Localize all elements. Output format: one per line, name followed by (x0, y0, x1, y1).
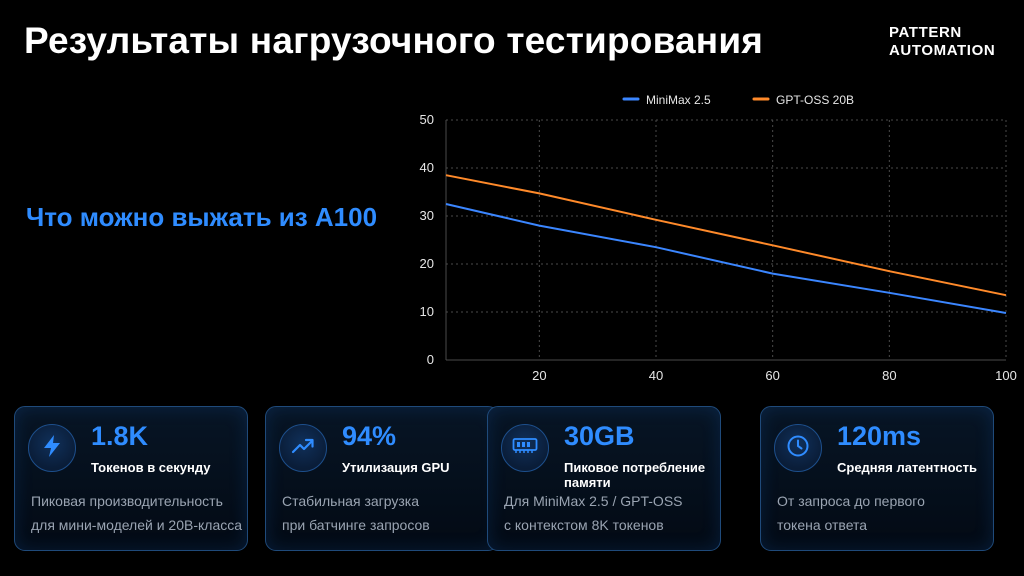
description-line: токена ответа (777, 517, 868, 533)
metric-card-latency: 120ms Средняя латентность От запроса до … (760, 406, 994, 551)
lightning-icon (41, 434, 63, 463)
trend-up-icon (291, 436, 315, 461)
y-tick-label: 0 (427, 352, 434, 367)
metric-description: Для MiniMax 2.5 / GPT-OSS с контекстом 8… (504, 489, 716, 537)
metric-value: 1.8K (91, 421, 149, 451)
brand-line-2: AUTOMATION (889, 42, 996, 59)
metric-label: Средняя латентность (837, 460, 977, 475)
metric-label: Токенов в секунду (91, 460, 211, 475)
y-tick-label: 50 (420, 112, 434, 127)
icon-badge (774, 424, 822, 472)
series-line-minimax-2-5 (445, 203, 1007, 314)
line-chart: 0 10 20 30 40 50 20 40 60 80 100 MiniMax 2.5 GPT-OSS… (420, 93, 1017, 383)
icon-badge (28, 424, 76, 472)
x-tick-label: 80 (882, 368, 896, 383)
metric-value: 120ms (837, 421, 922, 451)
icon-badge (501, 424, 549, 472)
metric-description: От запроса до первого токена ответа (777, 489, 989, 537)
description-line: при батчинге запросов (282, 517, 430, 533)
metric-cards: 1.8K Токенов в секунду Пиковая производи… (14, 406, 1014, 552)
x-tick-label: 100 (995, 368, 1017, 383)
clock-icon (786, 434, 810, 463)
description-line: для мини-моделей и 20B-класса (31, 517, 243, 533)
metric-value: 30GB (564, 421, 635, 451)
icon-badge (279, 424, 327, 472)
y-tick-label: 30 (420, 208, 434, 223)
page-title: Результаты нагрузочного тестирования (24, 20, 764, 61)
metric-card-throughput: 1.8K Токенов в секунду Пиковая производи… (14, 406, 248, 551)
legend-label: MiniMax 2.5 (646, 93, 711, 107)
legend-label: GPT-OSS 20B (776, 93, 854, 107)
x-tick-label: 40 (649, 368, 663, 383)
brand-logo: PATTERN AUTOMATION (889, 24, 995, 60)
memory-icon (512, 437, 538, 460)
x-tick-label: 20 (532, 368, 546, 383)
metric-description: Пиковая производительность для мини-моде… (31, 489, 243, 537)
metric-description: Стабильная загрузка при батчинге запросо… (282, 489, 494, 537)
subtitle: Что можно выжать из A100 (26, 202, 378, 232)
description-line: Пиковая производительность (31, 493, 223, 509)
metric-card-memory: 30GB Пиковое потребление памяти Для Mini… (487, 406, 721, 551)
metric-value: 94% (342, 421, 397, 451)
series-line-gpt-oss-20b (445, 174, 1007, 297)
brand-line-1: PATTERN (889, 24, 962, 41)
description-line: Стабильная загрузка (282, 493, 420, 509)
description-line: Для MiniMax 2.5 / GPT-OSS (504, 493, 683, 509)
description-line: с контекстом 8K токенов (504, 517, 664, 533)
y-tick-label: 40 (420, 160, 434, 175)
description-line: От запроса до первого (777, 493, 925, 509)
metric-label: Утилизация GPU (342, 460, 450, 475)
metric-label: Пиковое потребление памяти (564, 460, 706, 490)
metric-card-gpu-utilization: 94% Утилизация GPU Стабильная загрузка п… (265, 406, 499, 551)
x-tick-label: 60 (765, 368, 779, 383)
y-tick-label: 20 (420, 256, 434, 271)
y-tick-label: 10 (420, 304, 434, 319)
